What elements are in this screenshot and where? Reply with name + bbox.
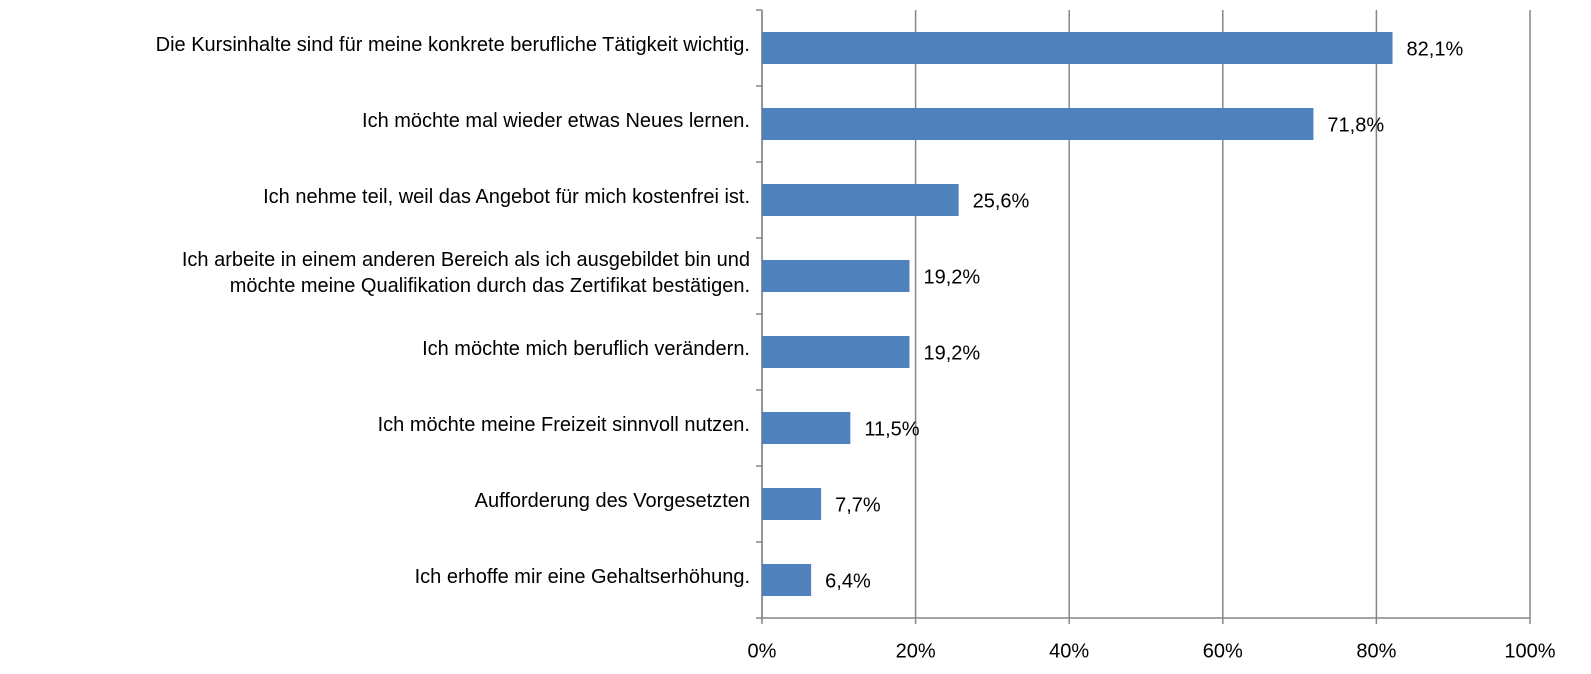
category-label: Ich nehme teil, weil das Angebot für mic… xyxy=(263,186,750,208)
category-label: Ich arbeite in einem anderen Bereich als… xyxy=(181,249,750,297)
bar xyxy=(762,412,851,444)
category-label: Ich möchte meine Freizeit sinnvoll nutze… xyxy=(377,414,750,436)
bar xyxy=(762,184,959,216)
value-label: 11,5% xyxy=(864,418,919,440)
bar xyxy=(762,260,910,292)
x-tick-label: 80% xyxy=(1356,640,1396,662)
category-label: Ich möchte mal wieder etwas Neues lernen… xyxy=(362,110,750,132)
category-label: Aufforderung des Vorgesetzten xyxy=(474,490,750,512)
value-label: 19,2% xyxy=(923,266,980,288)
x-tick-label: 60% xyxy=(1203,640,1243,662)
x-tick-label: 100% xyxy=(1504,640,1555,662)
category-label: Ich erhoffe mir eine Gehaltserhöhung. xyxy=(414,566,750,588)
x-tick-label: 20% xyxy=(896,640,936,662)
value-label: 25,6% xyxy=(973,190,1030,212)
value-label: 19,2% xyxy=(923,342,980,364)
bar xyxy=(762,336,910,368)
value-label: 6,4% xyxy=(825,570,871,592)
value-label: 7,7% xyxy=(835,494,881,516)
bar xyxy=(762,108,1314,140)
bar xyxy=(762,32,1393,64)
category-label: Die Kursinhalte sind für meine konkrete … xyxy=(155,34,750,56)
x-tick-label: 40% xyxy=(1049,640,1089,662)
category-label: Ich möchte mich beruflich verändern. xyxy=(422,338,750,360)
value-label: 71,8% xyxy=(1327,114,1384,136)
x-tick-label: 0% xyxy=(748,640,777,662)
bar xyxy=(762,488,822,520)
bar xyxy=(762,564,812,596)
value-label: 82,1% xyxy=(1407,38,1464,60)
